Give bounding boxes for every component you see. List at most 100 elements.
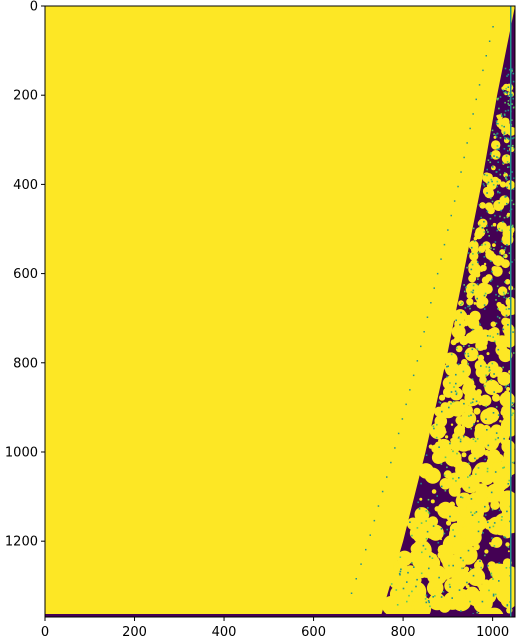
heatmap-edge-speck <box>496 285 499 288</box>
heatmap-blob <box>393 593 413 613</box>
heatmap-edge-speck <box>504 281 506 283</box>
heatmap-edge-speck <box>513 288 515 290</box>
heatmap-edge-speck <box>487 181 490 184</box>
heatmap-edge-speck <box>500 240 503 243</box>
heatmap-blob <box>460 416 471 427</box>
heatmap-blob <box>461 474 480 494</box>
heatmap-edge-speck <box>458 589 461 591</box>
heatmap-dot <box>369 534 371 536</box>
heatmap-edge-speck <box>513 136 515 139</box>
heatmap-edge-speck <box>470 291 473 293</box>
heatmap-edge-speck <box>446 466 448 469</box>
heatmap-edge-speck <box>504 172 506 174</box>
heatmap-edge-speck <box>496 315 499 318</box>
heatmap-edge-speck <box>508 308 510 310</box>
heatmap-blob <box>448 484 461 497</box>
heatmap-dot <box>401 418 404 420</box>
heatmap-edge-speck <box>496 229 499 232</box>
heatmap-edge-speck <box>395 589 398 591</box>
heatmap-edge-speck <box>427 498 430 501</box>
heatmap-edge-speck <box>486 229 488 231</box>
heatmap-edge-speck <box>494 241 497 243</box>
heatmap-blob <box>444 352 458 367</box>
heatmap-dot <box>386 476 388 478</box>
heatmap-edge-speck <box>502 221 504 223</box>
heatmap-blob <box>418 562 423 568</box>
heatmap-blob <box>446 596 452 601</box>
heatmap-blob <box>503 517 515 534</box>
heatmap-edge-speck <box>467 363 469 365</box>
heatmap-blob <box>437 544 448 555</box>
heatmap-edge-speck <box>420 522 423 524</box>
heatmap-edge-speck <box>505 384 507 387</box>
heatmap-edge-speck <box>441 410 443 413</box>
heatmap-blob <box>455 345 463 353</box>
heatmap-edge-speck <box>428 567 430 570</box>
heatmap-edge-speck <box>470 246 473 249</box>
heatmap-edge-speck <box>428 512 431 515</box>
heatmap-edge-speck <box>508 144 510 147</box>
heatmap-edge-speck <box>494 471 497 473</box>
heatmap-edge-speck <box>496 132 498 135</box>
heatmap-edge-speck <box>503 254 506 257</box>
heatmap-edge-speck <box>452 477 454 480</box>
heatmap-edge-speck <box>504 536 507 539</box>
heatmap-edge-speck <box>496 333 499 335</box>
heatmap-edge-speck <box>495 122 498 125</box>
heatmap-edge-speck <box>468 304 471 307</box>
heatmap-edge-speck <box>479 560 481 562</box>
heatmap-blob <box>501 259 510 269</box>
heatmap-edge-speck <box>508 166 510 168</box>
heatmap-edge-speck <box>498 509 501 512</box>
heatmap-bottom-strip <box>45 614 515 617</box>
heatmap-edge-speck <box>408 594 410 597</box>
heatmap-blob <box>431 489 437 494</box>
heatmap-edge-speck <box>460 304 462 306</box>
heatmap-blob <box>474 560 484 571</box>
heatmap-edge-speck <box>457 437 460 439</box>
heatmap-edge-speck <box>512 144 514 147</box>
heatmap-blob <box>497 286 508 296</box>
heatmap-blob <box>504 444 508 448</box>
heatmap-blob <box>499 419 502 423</box>
heatmap-edge-speck <box>450 402 452 405</box>
heatmap-blob <box>485 274 493 282</box>
heatmap-edge-speck <box>505 308 508 311</box>
heatmap-blob <box>485 490 493 499</box>
heatmap-edge-speck <box>498 580 500 582</box>
heatmap-edge-speck <box>425 510 428 512</box>
heatmap-blob <box>446 520 452 526</box>
heatmap-edge-speck <box>504 101 506 104</box>
heatmap-edge-speck <box>507 102 509 105</box>
heatmap-edge-speck <box>500 245 503 248</box>
x-tick-label: 800 <box>391 625 416 640</box>
heatmap-blob <box>474 291 486 303</box>
heatmap-dot <box>463 156 465 159</box>
heatmap-edge-speck <box>467 476 469 478</box>
heatmap-edge-speck <box>512 461 515 464</box>
heatmap-blob <box>492 222 497 227</box>
heatmap-edge-speck <box>495 293 497 296</box>
heatmap-edge-speck <box>429 555 431 558</box>
heatmap-edge-speck <box>505 195 507 198</box>
heatmap-edge-speck <box>399 556 402 558</box>
heatmap-edge-speck <box>411 534 413 537</box>
heatmap-edge-speck <box>434 595 436 597</box>
heatmap-edge-speck <box>507 149 509 152</box>
heatmap-edge-speck <box>491 537 493 539</box>
heatmap-edge-speck <box>506 216 509 219</box>
heatmap-blob <box>482 284 493 295</box>
heatmap-edge-speck <box>459 440 462 443</box>
heatmap-edge-speck <box>472 291 474 294</box>
heatmap-edge-speck <box>506 186 508 189</box>
heatmap-dot <box>409 389 411 391</box>
heatmap-edge-speck <box>427 600 430 602</box>
heatmap-edge-speck <box>471 263 474 266</box>
heatmap-edge-speck <box>411 562 413 564</box>
heatmap-blob <box>498 348 513 363</box>
heatmap-blob <box>477 354 485 362</box>
heatmap-blob <box>485 250 495 260</box>
heatmap-edge-speck <box>424 598 427 600</box>
heatmap-dot <box>485 55 487 57</box>
heatmap-edge-speck <box>499 96 502 98</box>
